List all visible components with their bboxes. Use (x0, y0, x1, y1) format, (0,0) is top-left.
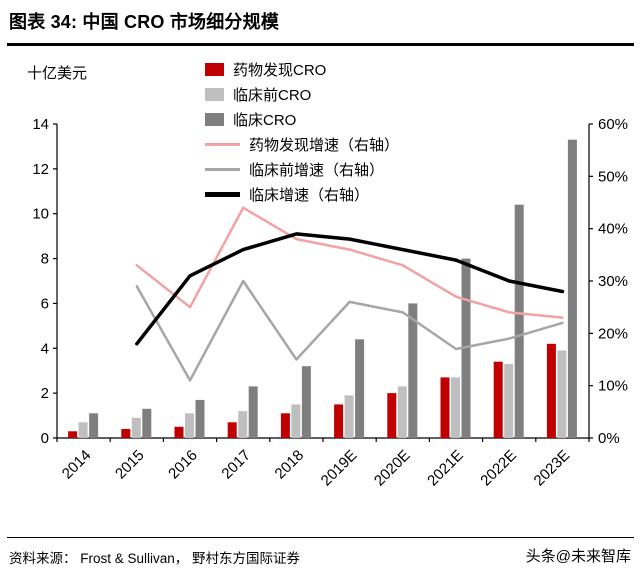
left-axis-tick-label: 2 (41, 385, 49, 402)
growth-line (135, 232, 565, 346)
bar-segment (248, 386, 258, 438)
x-axis-label: 2021E (424, 447, 467, 490)
bar-segment (227, 422, 237, 438)
bar-segment (68, 431, 78, 438)
legend-swatch-gray-line (205, 168, 240, 171)
bar-segment (238, 411, 248, 438)
bar-segment (546, 343, 556, 438)
bar-segment (195, 399, 205, 438)
right-axis-tick-label: 40% (598, 221, 628, 238)
right-axis-tick-label: 30% (598, 273, 628, 290)
bar-segment (142, 408, 152, 438)
left-axis-tick-label: 4 (41, 340, 49, 357)
left-axis-tick-label: 0 (41, 430, 49, 447)
left-axis-tick-label: 14 (32, 116, 49, 133)
legend-item-drug-discovery-cro: 药物发现CRO (205, 57, 399, 82)
growth-line (135, 279, 564, 382)
legend-item-clinical-growth: 临床增速（右轴） (205, 182, 399, 207)
x-axis-label: 2017 (218, 447, 254, 483)
legend-item-clinical-cro: 临床CRO (205, 107, 399, 132)
bar-segment (408, 303, 418, 438)
legend-swatch-pink-line (205, 143, 240, 146)
bar-segment (89, 413, 99, 438)
left-axis-tick-label: 8 (41, 251, 49, 268)
right-axis-tick-label: 0% (598, 430, 620, 447)
source-note: 资料来源： Frost & Sullivan， 野村东方国际证券 (9, 551, 301, 566)
bar-segment (78, 422, 88, 438)
bar-segment (355, 339, 365, 438)
bar-segment (493, 361, 503, 438)
bar-segment (291, 404, 301, 438)
bar-segment (440, 377, 450, 438)
right-axis-tick-label: 20% (598, 325, 628, 342)
left-axis-tick-label: 12 (32, 161, 49, 178)
legend-swatch-darkgray-bar (205, 113, 224, 126)
bar-segment (121, 429, 131, 438)
watermark: 头条@未来智库 (525, 548, 631, 565)
x-axis-label: 2015 (112, 447, 148, 483)
legend-swatch-black-line (205, 192, 240, 197)
x-axis-label: 2020E (371, 447, 414, 490)
bar-segment (174, 426, 184, 438)
bar-segment (301, 366, 311, 438)
legend-item-drug-discovery-growth: 药物发现增速（右轴） (205, 132, 399, 157)
bar-segment (185, 413, 194, 438)
x-axis-label: 2016 (165, 447, 201, 483)
x-axis-label: 2023E (531, 447, 574, 490)
bar-segment (334, 404, 344, 438)
x-axis-label: 2022E (477, 447, 520, 490)
bar-segment (344, 395, 354, 438)
x-axis-label: 2014 (59, 447, 95, 483)
bar-segment (387, 393, 397, 438)
right-axis-tick-label: 10% (598, 378, 628, 395)
legend-item-preclinical-cro: 临床前CRO (205, 82, 399, 107)
legend-item-preclinical-growth: 临床前增速（右轴） (205, 157, 399, 182)
x-axis-label: 2019E (318, 447, 361, 490)
chart-header: 图表 34: 中国 CRO 市场细分规模 (7, 5, 634, 46)
right-axis-tick-label: 50% (598, 168, 628, 185)
bar-segment (504, 364, 514, 438)
growth-line (135, 206, 564, 319)
bar-segment (557, 350, 567, 438)
legend-swatch-red-bar (205, 63, 224, 76)
legend-swatch-lightgray-bar (205, 88, 224, 101)
bar-segment (514, 204, 524, 438)
left-axis-tick-label: 6 (41, 295, 49, 312)
right-axis-tick-label: 60% (598, 116, 628, 133)
bar-segment (280, 413, 290, 438)
bar-segment (397, 386, 407, 438)
x-axis-label: 2018 (272, 447, 308, 483)
bar-segment (131, 417, 141, 438)
bar-segment (451, 377, 460, 438)
chart-legend: 药物发现CRO 临床前CRO 临床CRO 药物发现增速（右轴） 临床前增速（右轴… (205, 57, 399, 207)
footer-divider (7, 537, 634, 538)
left-axis-tick-label: 10 (32, 206, 49, 223)
bar-segment (567, 139, 577, 438)
left-axis-unit-label: 十亿美元 (27, 65, 88, 82)
chart-title: 图表 34: 中国 CRO 市场细分规模 (9, 12, 280, 32)
